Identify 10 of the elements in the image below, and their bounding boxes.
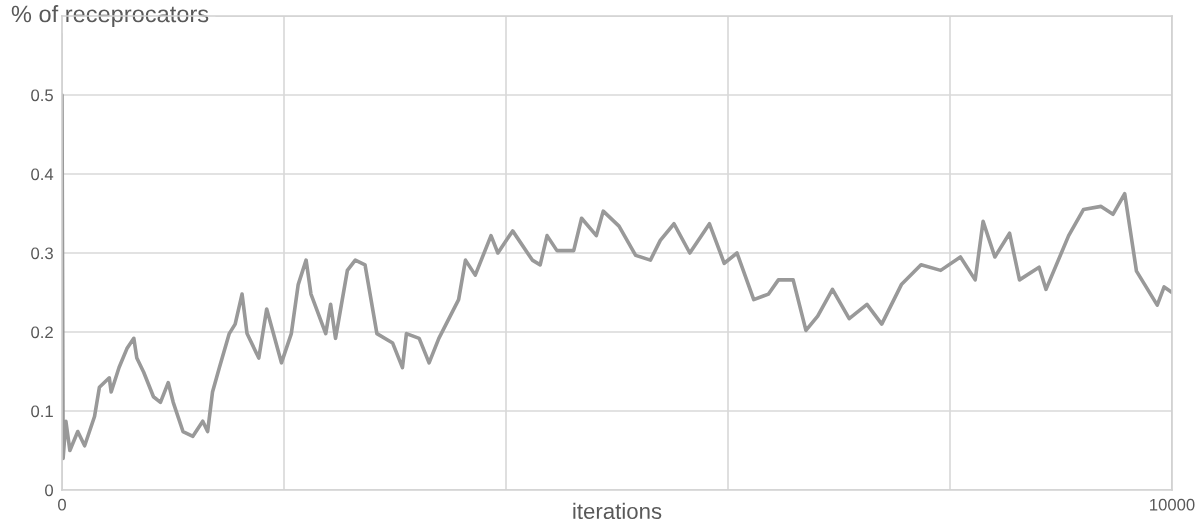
y-tick-label: 0.1 [31,405,53,418]
x-tick-label: 10000 [1150,498,1195,511]
y-tick-label: 0.2 [31,326,53,339]
y-axis-title: % of receprocators [11,5,209,27]
y-tick-label: 0.3 [31,247,53,260]
y-tick-label: 0 [45,484,54,497]
y-tick-label: 0.5 [31,89,53,102]
y-tick-label: 0.4 [31,168,54,181]
line-series [62,93,1172,461]
x-axis-title: iterations [573,502,662,520]
